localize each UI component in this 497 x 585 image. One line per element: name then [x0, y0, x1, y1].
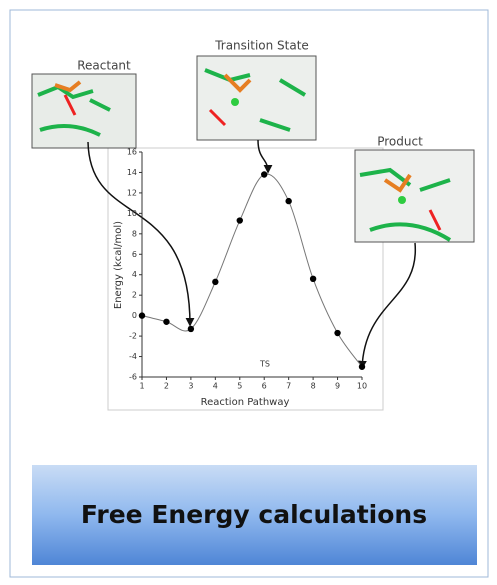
y-tick-label: 14: [127, 168, 137, 177]
x-tick-label: 3: [188, 382, 193, 391]
x-tick-label: 5: [237, 382, 242, 391]
y-tick-label: -4: [129, 352, 137, 361]
inset-images: [31, 55, 475, 243]
data-point: [334, 329, 341, 337]
y-tick-label: 10: [127, 209, 137, 218]
x-tick-label: 9: [335, 382, 340, 391]
energy-curve: [141, 173, 363, 368]
x-tick-label: 6: [262, 382, 267, 391]
data-point: [212, 278, 219, 286]
y-tick-label: 6: [132, 250, 137, 259]
x-axis-label: Reaction Pathway: [201, 397, 290, 408]
data-point: [285, 197, 292, 205]
y-tick-label: -6: [129, 373, 137, 382]
inset-label: Reactant: [77, 59, 131, 73]
y-tick-label: 12: [127, 188, 137, 197]
y-tick-label: 16: [127, 148, 137, 157]
inset-label: Product: [377, 135, 423, 149]
data-point: [309, 275, 317, 283]
x-tick-label: 7: [286, 382, 291, 391]
inset-label: Transition State: [214, 39, 309, 53]
arrows: [87, 139, 416, 370]
x-tick-label: 10: [357, 382, 367, 391]
x-tick-label: 2: [164, 382, 169, 391]
y-tick-label: 4: [132, 270, 137, 279]
y-tick-label: 0: [132, 311, 137, 320]
chart-panel: [107, 147, 384, 411]
annotation: TS: [259, 360, 270, 369]
data-point: [236, 217, 243, 224]
data-point: [138, 312, 146, 319]
data-point: [163, 318, 170, 325]
y-tick-label: -2: [129, 332, 137, 341]
x-tick-label: 8: [311, 382, 316, 391]
title-banner: [32, 465, 477, 565]
data-point: [187, 325, 195, 333]
banner-text: Free Energy calculations: [81, 500, 427, 529]
y-tick-label: 2: [132, 291, 137, 300]
y-tick-label: 8: [132, 229, 137, 238]
x-tick-label: 4: [213, 382, 218, 391]
data-point: [261, 171, 268, 178]
data-point: [358, 363, 366, 370]
y-axis-label: Energy (kcal/mol): [113, 221, 124, 309]
x-tick-label: 1: [139, 382, 144, 391]
